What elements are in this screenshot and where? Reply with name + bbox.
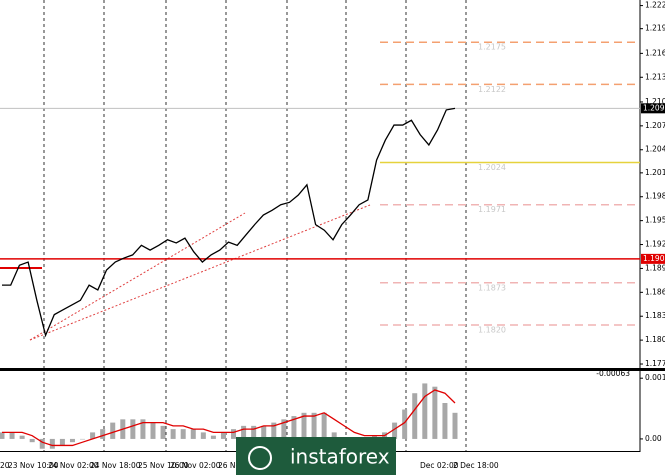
y-tick-label: 0.00 (645, 434, 662, 443)
x-tick-label: 20 (0, 461, 10, 470)
macd-bar (261, 425, 267, 439)
trend-line (29, 212, 246, 341)
macd-bar (281, 419, 287, 439)
macd-bar (271, 422, 277, 439)
macd-bar (80, 438, 86, 440)
x-tick-label: Dec 02:00 (420, 461, 459, 470)
macd-bar (200, 432, 206, 439)
macd-bar (160, 425, 166, 439)
y-tick-label: 1.2040 (645, 145, 665, 154)
level-label: 1.2024 (478, 163, 506, 172)
macd-bar (110, 422, 116, 439)
macd-bar (241, 425, 247, 439)
indicator-annotation: -0.00063 (596, 369, 630, 378)
y-tick-label: 1.2100 (645, 97, 665, 106)
macd-bar (220, 432, 226, 439)
macd-bar (442, 403, 448, 439)
macd-bar (140, 419, 146, 439)
macd-bar (19, 435, 25, 439)
macd-bar (210, 435, 216, 439)
level-label: 1.1873 (478, 283, 506, 292)
x-tick-label: 24 Nov 02:00 (48, 461, 99, 470)
panel-separator (0, 368, 665, 371)
level-label: 1.2175 (478, 43, 506, 52)
current-price-label: 1.2092 (643, 103, 665, 112)
y-tick-label: 1.2192 (645, 24, 665, 33)
price-line (2, 107, 456, 338)
macd-bar (251, 425, 257, 439)
logo: instaforex (236, 437, 396, 475)
signal-line (2, 389, 456, 447)
support-box (641, 253, 665, 264)
level-label: 1.1820 (478, 325, 506, 334)
macd-bar (39, 438, 45, 449)
macd-bar (49, 438, 55, 449)
macd-bar (69, 438, 75, 443)
macd-bar (100, 429, 106, 439)
macd-bar (321, 412, 327, 439)
y-tick-label: 0.00186 (645, 373, 665, 382)
support-label: 1.1903 (643, 254, 665, 263)
macd-bar (412, 393, 418, 439)
macd-bar (0, 432, 5, 439)
macd-bar (180, 429, 186, 439)
macd-bar (29, 438, 35, 443)
current-price-box (641, 103, 665, 114)
macd-bar (301, 412, 307, 439)
macd-bar (9, 432, 15, 439)
macd-bar (402, 409, 408, 439)
y-tick-label: 1.2070 (645, 121, 665, 130)
macd-bar (452, 412, 458, 439)
macd-bar (59, 438, 65, 446)
macd-bar (291, 416, 297, 439)
macd-bar (150, 422, 156, 439)
macd-bar (90, 432, 96, 439)
macd-bar (311, 412, 317, 439)
macd-bar (170, 429, 176, 439)
trend-line (29, 204, 371, 341)
macd-bar (231, 429, 237, 439)
x-tick-label: 2 Dec 18:00 (453, 461, 499, 470)
level-label: 1.1971 (478, 205, 506, 214)
macd-bar (190, 429, 196, 439)
macd-bar (422, 383, 428, 439)
x-tick-label: 23 Nov 10:00 (8, 461, 59, 470)
macd-bar (392, 422, 398, 439)
logo-icon (248, 446, 272, 470)
level-label: 1.2122 (478, 85, 506, 94)
x-tick-label: 24 Nov 18:00 (90, 461, 141, 470)
x-tick-label: 26 Nov 02:00 (170, 461, 221, 470)
macd-bar (331, 432, 337, 439)
macd-bar (432, 386, 438, 439)
vertical-grid (43, 0, 467, 452)
macd-bar (130, 419, 136, 439)
x-tick-label: 25 Nov 10:00 (138, 461, 189, 470)
logo-text: instaforex (290, 445, 390, 469)
